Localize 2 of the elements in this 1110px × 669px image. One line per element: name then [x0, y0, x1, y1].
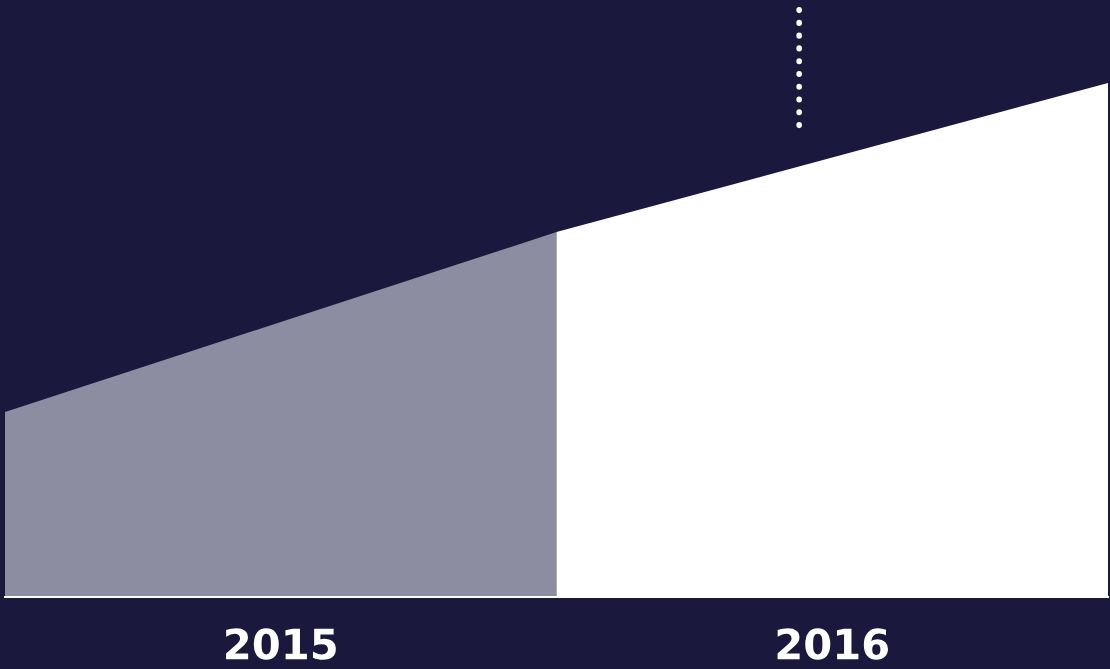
- x-tick-label: 2016: [777, 628, 888, 660]
- x-tick-label: 2015: [226, 628, 336, 660]
